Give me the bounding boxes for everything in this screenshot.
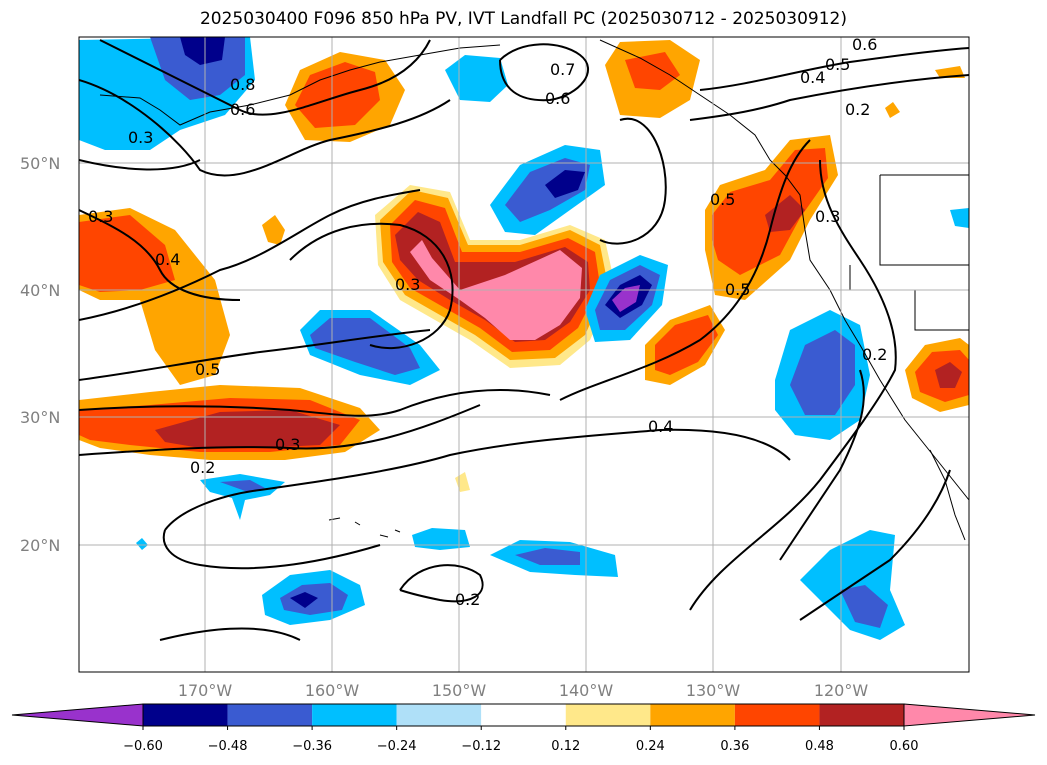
colorbar-extend-high (903, 703, 1036, 727)
lat-label-20n: 20°N (20, 536, 60, 555)
colorbar-tick-label: 0.48 (805, 739, 834, 754)
colorbar-tick-label: −0.12 (461, 739, 501, 754)
positive-anomaly-small4 (885, 102, 900, 118)
colorbar-segment (819, 704, 904, 726)
contour-label: 0.4 (648, 417, 673, 436)
negative-anomaly-subtrop1b (220, 480, 265, 492)
contour-label: 0.3 (275, 435, 300, 454)
contour-label: 0.2 (190, 458, 215, 477)
positive-anomaly-small1 (262, 215, 285, 245)
lon-label-120w: 120°W (814, 681, 869, 700)
lon-label-160w: 160°W (305, 681, 360, 700)
positive-anomaly-offshore-r (655, 315, 718, 375)
contour-label: 0.3 (815, 207, 840, 226)
contour-label: 0.7 (550, 60, 575, 79)
contour-label: 0.6 (230, 100, 255, 119)
contour-label: 0.8 (230, 75, 255, 94)
contour-label: 0.3 (88, 207, 113, 226)
colorbar-segment (227, 704, 313, 726)
colorbar-tick-label: −0.24 (377, 739, 417, 754)
colorbar-segment (565, 704, 651, 726)
negative-anomaly-small6 (136, 538, 148, 550)
colorbar-segment (312, 704, 397, 726)
colorbar-segment (650, 704, 735, 726)
lon-label-150w: 150°W (432, 681, 487, 700)
colorbar-tick-label: −0.36 (292, 739, 332, 754)
positive-anomaly-jet-core (155, 410, 340, 448)
negative-anomaly-subtrop2b (515, 548, 580, 565)
contour-label: 0.5 (825, 55, 850, 74)
map-frame (78, 36, 970, 673)
positive-anomaly-alaska-core (295, 62, 380, 128)
latitude-labels: 50°N 40°N 30°N 20°N (20, 154, 60, 555)
positive-anomaly-west-core (79, 215, 175, 292)
contour-label: 0.4 (800, 68, 825, 87)
colorbar-tick-label: 0.36 (720, 739, 749, 754)
negative-anomaly-nw-core2 (180, 37, 225, 65)
lat-label-30n: 30°N (20, 408, 60, 427)
negative-anomaly-mexico2 (840, 585, 888, 628)
colorbar-segment (143, 704, 228, 726)
colorbar: −0.60 −0.48 −0.36 −0.24 −0.12 0.12 0.24 0.36 0.4… (11, 703, 1036, 754)
colorbar-tick-label: 0.12 (551, 739, 580, 754)
negative-anomaly-california2 (790, 330, 855, 415)
negative-anomaly-central-n3 (545, 170, 585, 198)
lon-label-140w: 140°W (559, 681, 614, 700)
contour-label: 0.6 (545, 89, 570, 108)
colorbar-segment (396, 704, 482, 726)
colorbar-extend-low (11, 703, 144, 727)
lat-label-50n: 50°N (20, 154, 60, 173)
contour-label: 0.3 (395, 275, 420, 294)
lon-label-170w: 170°W (178, 681, 233, 700)
colorbar-segment (481, 704, 566, 726)
gridlines (79, 37, 969, 672)
lat-label-40n: 40°N (20, 281, 60, 300)
contour-label: 0.4 (155, 250, 180, 269)
contour-label: 0.3 (128, 128, 153, 147)
colorbar-tick-label: 0.24 (636, 739, 665, 754)
lon-label-130w: 130°W (686, 681, 741, 700)
contour-label: 0.2 (862, 345, 887, 364)
contour-label: 0.5 (725, 280, 750, 299)
contour-label: 0.2 (845, 100, 870, 119)
negative-anomaly-sw2 (310, 318, 420, 375)
negative-anomaly-subtrop1 (200, 474, 285, 520)
negative-anomaly-east4 (612, 285, 640, 312)
positive-anomaly-coast-d (765, 195, 805, 232)
positive-anomaly-gulf-core (625, 52, 680, 90)
map-content (79, 37, 969, 672)
contour-label: 0.5 (710, 190, 735, 209)
negative-anomaly-north (445, 55, 508, 102)
negative-anomaly-small5 (950, 208, 969, 228)
plot-title: 2025030400 F096 850 hPa PV, IVT Landfall… (199, 9, 847, 29)
negative-anomaly-subtrop4c (290, 592, 318, 608)
shading-layer (79, 37, 969, 640)
positive-anomaly-socal-d (935, 362, 962, 388)
contour-label: 0.5 (195, 360, 220, 379)
colorbar-outline (142, 703, 905, 727)
ivt-contours (79, 39, 969, 641)
longitude-labels: 170°W 160°W 150°W 140°W 130°W 120°W (178, 681, 869, 700)
contour-label: 0.6 (852, 35, 877, 54)
colorbar-tick-label: −0.60 (123, 739, 163, 754)
contour-label: 0.2 (455, 590, 480, 609)
colorbar-tick-label: −0.48 (208, 739, 248, 754)
colorbar-tick-label: 0.60 (890, 739, 919, 754)
colorbar-segment (734, 704, 820, 726)
contour-labels: 0.8 0.6 0.3 0.3 0.4 0.5 0.3 0.2 0.3 0.6 … (88, 35, 887, 609)
